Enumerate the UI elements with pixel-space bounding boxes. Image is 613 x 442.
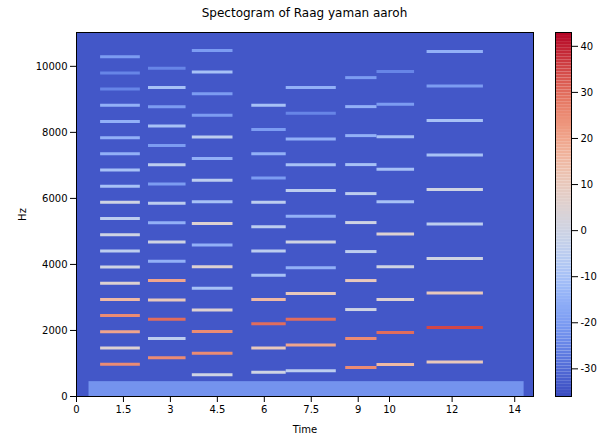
svg-text:Time: Time — [292, 424, 317, 435]
svg-text:6: 6 — [261, 404, 267, 415]
svg-text:12: 12 — [446, 404, 459, 415]
svg-text:20: 20 — [581, 133, 594, 144]
svg-text:9: 9 — [355, 404, 361, 415]
svg-text:2000: 2000 — [42, 325, 67, 336]
svg-text:14: 14 — [508, 404, 521, 415]
svg-text:-20: -20 — [581, 317, 597, 328]
svg-text:3: 3 — [167, 404, 173, 415]
svg-text:40: 40 — [581, 41, 594, 52]
svg-text:10: 10 — [383, 404, 396, 415]
svg-text:-10: -10 — [581, 271, 597, 282]
svg-text:10: 10 — [581, 179, 594, 190]
svg-text:10000: 10000 — [36, 61, 68, 72]
svg-text:0: 0 — [581, 225, 587, 236]
svg-text:8000: 8000 — [42, 127, 67, 138]
svg-text:-30: -30 — [581, 363, 597, 374]
svg-text:0: 0 — [61, 391, 67, 402]
svg-text:4000: 4000 — [42, 259, 67, 270]
svg-text:7.5: 7.5 — [303, 404, 319, 415]
html-text:Spectogram of Raag yaman aaroh: Spectogram of Raag yaman aaroh — [201, 6, 408, 20]
svg-text:4.5: 4.5 — [209, 404, 225, 415]
svg-text:Hz: Hz — [17, 208, 28, 221]
svg-text:30: 30 — [581, 87, 594, 98]
svg-text:1.5: 1.5 — [115, 404, 131, 415]
svg-text:0: 0 — [73, 404, 79, 415]
svg-text:6000: 6000 — [42, 193, 67, 204]
